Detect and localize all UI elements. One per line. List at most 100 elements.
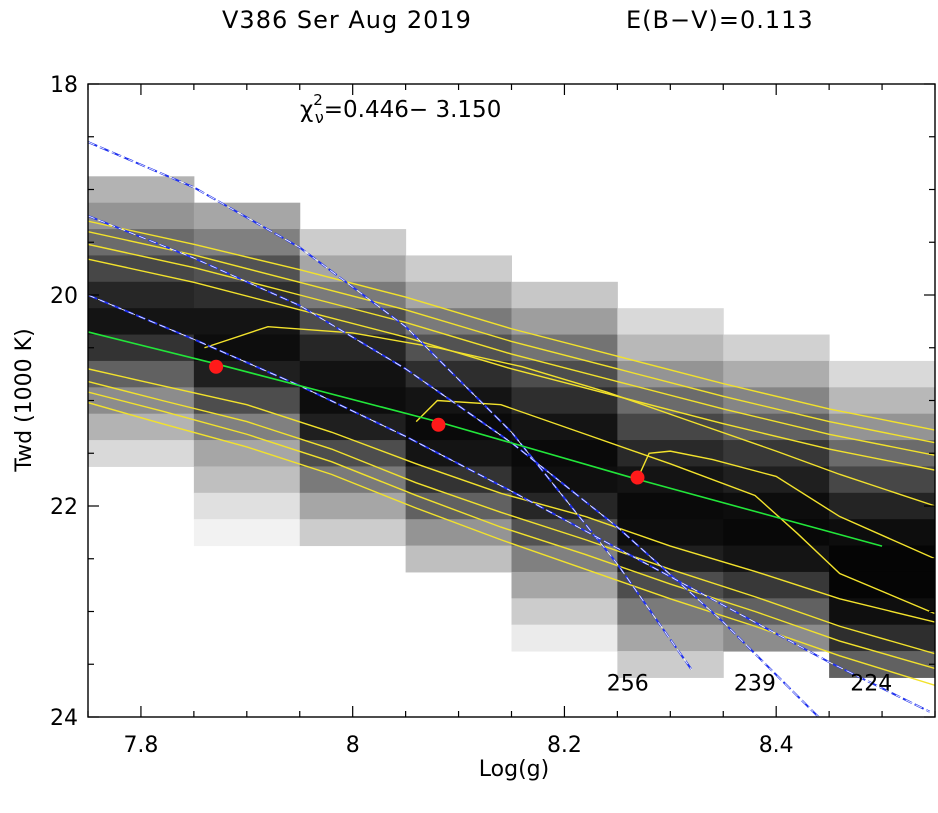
x-tick-label: 8 [346,733,360,758]
chi2-contour [415,399,935,615]
heatmap-cell [88,360,195,388]
heatmap-cell [617,651,724,678]
chi-subscript: ν [315,108,324,127]
heatmap-cell [723,624,830,652]
x-axis-title: Log(g) [479,757,549,782]
heatmap-cell [299,519,407,547]
heatmap-cell [299,308,407,336]
chi2-contour [88,231,935,444]
heatmap-cell [511,281,618,309]
chi2-contour [204,325,935,507]
heatmap-cell [829,440,935,467]
heatmap-cell [88,281,195,309]
x-tick-label: 8.2 [547,733,582,758]
heatmap-cell [88,255,195,283]
chi2-contour [88,368,935,623]
distance-curve-core [88,141,692,670]
heatmap-cell [617,440,724,467]
heatmap-cell [511,598,618,626]
heatmap-cell [88,334,195,362]
heatmap-cell [405,281,512,309]
heatmap-cell [723,466,830,494]
chi2-contour [88,258,935,471]
heatmap-cell [511,571,618,599]
heatmap-cell [193,229,301,256]
chi2-contour [88,243,935,457]
heatmap-cell [723,571,830,599]
heatmap-cell [193,519,301,547]
heatmap-cell [511,466,618,494]
heatmap-cell [511,440,618,467]
heatmap-cell [617,598,724,626]
heatmap-cell [193,466,301,494]
heatmap-cell [617,545,724,573]
heatmap-cell [405,308,512,336]
chi-range: =0.446− 3.150 [324,97,502,123]
heatmap-cell [405,466,512,494]
x-tick-label: 7.8 [123,733,158,758]
chi2-contour [88,391,935,670]
heatmap-cell [829,492,935,520]
chart-title-reddening: E(B−V)=0.113 [626,6,814,34]
heatmap-cell [829,466,935,494]
best-fit-point [209,359,224,374]
heatmap-cell [617,360,724,388]
heatmap-cell [829,387,935,415]
heatmap-cell [193,387,301,415]
heatmap-cell [405,545,512,573]
heatmap-cell [511,387,618,415]
heatmap-cell [193,308,301,336]
contour-layer [88,220,935,687]
heatmap-cell [829,360,935,388]
fit-layer [87,331,883,547]
distance-curve-label: 256 [607,672,649,697]
heatmap-cell [405,360,512,388]
heatmap-cell [617,492,724,520]
heatmap-cell [405,519,512,547]
y-tick-label: 20 [50,284,78,309]
heatmap-cell [405,387,512,415]
heatmap-cell [299,492,407,520]
heatmap-cell [617,624,724,652]
heatmap-cell [88,308,195,336]
distance-curve-label: 239 [734,672,776,697]
heatmap-cell [405,255,512,283]
heatmap-cell [723,598,830,626]
distance-curve-layer [88,141,931,717]
heatmap-cell [511,334,618,362]
heatmap-cell [88,202,195,230]
y-axis-title: Twd (1000 K) [12,328,37,472]
heatmap-cell [617,519,724,547]
heatmap-cell [617,571,724,599]
heatmap-cell [193,440,301,467]
heatmap-cell [511,624,618,652]
heatmap-cell [193,334,301,362]
best-fit-point [431,417,446,432]
heatmap-cell [299,255,407,283]
heatmap-cell [193,492,301,520]
heatmap-layer [88,176,935,678]
heatmap-cell [617,334,724,362]
y-tick-label: 24 [50,706,78,731]
heatmap-cell [88,440,195,467]
chart-title-object: V386 Ser Aug 2019 [222,6,472,34]
distance-curve-label: 224 [850,672,892,697]
heatmap-cell [299,387,407,415]
heatmap-cell [829,651,935,678]
chi-symbol: χ [300,97,313,123]
heatmap-cell [723,440,830,467]
heatmap-cell [829,598,935,626]
heatmap-cell [723,360,830,388]
distance-curve-core [88,215,819,717]
y-tick-label: 22 [50,495,78,520]
chi2-contour [88,380,935,655]
heatmap-cell [723,519,830,547]
heatmap-cell [299,334,407,362]
x-tick-label: 8.4 [759,733,794,758]
heatmap-cell [829,545,935,573]
distance-curve-core [88,294,930,713]
heatmap-cell [299,229,407,256]
chi2-contour [88,401,935,687]
